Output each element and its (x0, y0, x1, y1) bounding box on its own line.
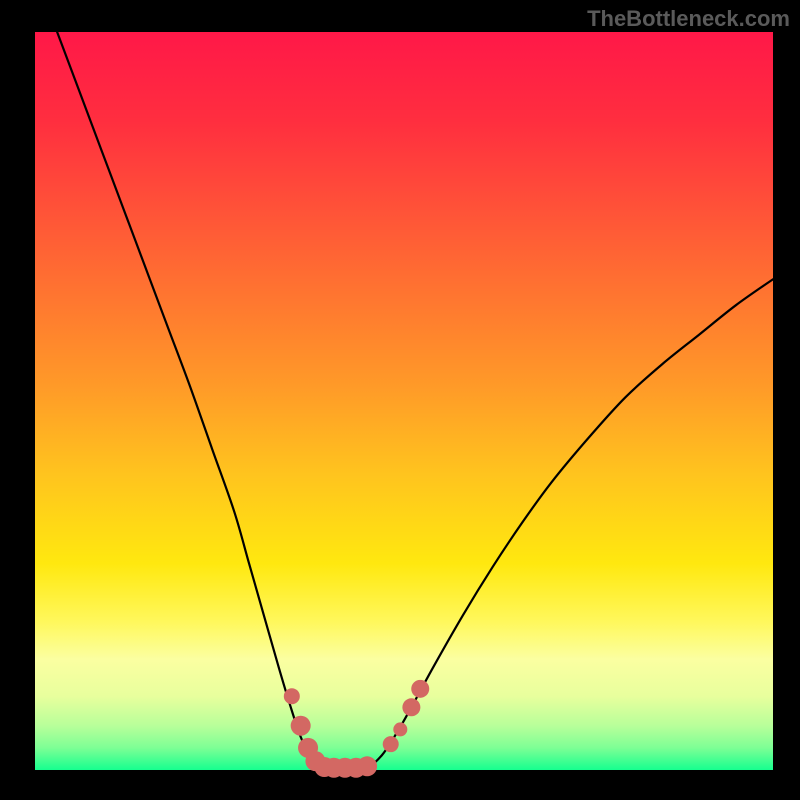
data-marker (411, 680, 429, 698)
data-marker (284, 688, 300, 704)
data-marker (291, 716, 311, 736)
data-marker (402, 698, 420, 716)
data-marker (357, 756, 377, 776)
canvas: TheBottleneck.com (0, 0, 800, 800)
data-marker (393, 722, 407, 736)
bottleneck-curve (57, 32, 773, 769)
data-marker (383, 736, 399, 752)
watermark-text: TheBottleneck.com (587, 6, 790, 32)
chart-overlay (35, 32, 773, 770)
plot-area (35, 32, 773, 770)
data-markers (284, 680, 429, 778)
